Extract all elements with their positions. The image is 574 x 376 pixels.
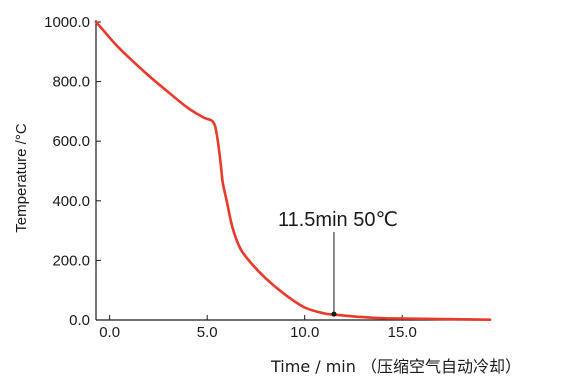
y-tick-label: 1000.0 — [44, 14, 90, 31]
annotation-label: 11.5min 50℃ — [278, 209, 398, 231]
y-ticks: 0.0 200.0 400.0 600.0 800.0 1000.0 — [44, 14, 101, 329]
y-tick-label: 800.0 — [52, 74, 90, 91]
x-ticks: 0.0 5.0 10.0 15.0 — [99, 315, 417, 341]
x-tick-label: 0.0 — [99, 324, 120, 341]
x-tick-label: 10.0 — [290, 324, 319, 341]
annotation-marker — [331, 311, 337, 317]
x-tick-label: 15.0 — [388, 324, 417, 341]
x-tick-label: 5.0 — [197, 324, 218, 341]
y-tick-label: 0.0 — [69, 312, 90, 329]
y-tick-label: 200.0 — [52, 252, 90, 269]
temperature-curve — [94, 20, 492, 321]
y-axis-label: Temperature /°C — [13, 123, 30, 233]
x-axis-label: Time / min （压缩空气自动冷却） — [270, 357, 521, 376]
y-tick-label: 600.0 — [52, 133, 90, 150]
y-tick-label: 400.0 — [52, 193, 90, 210]
